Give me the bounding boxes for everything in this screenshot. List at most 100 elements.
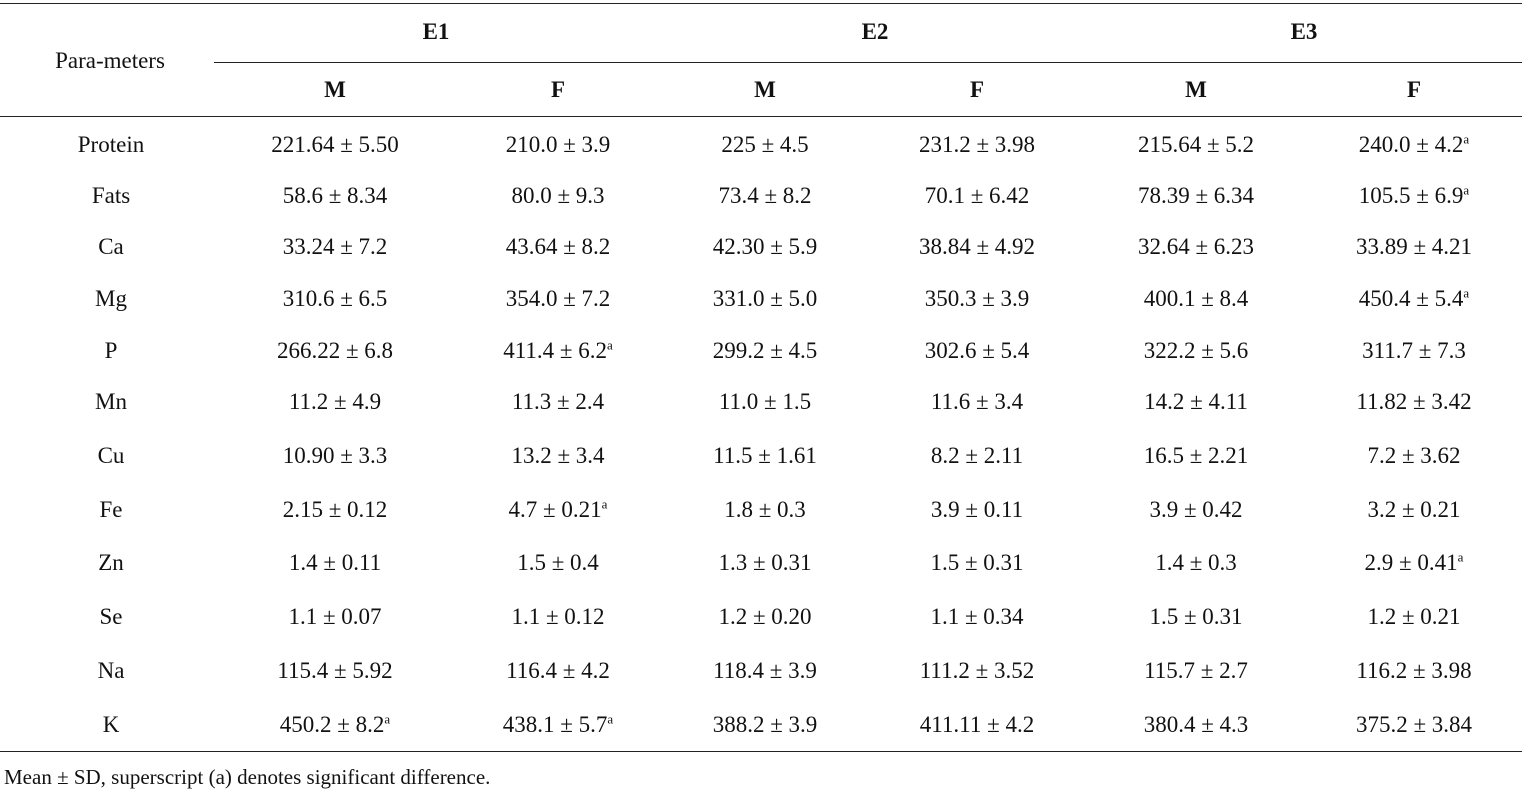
cell-value: 14.2 ± 4.11 (1144, 389, 1248, 414)
cell-value: 115.7 ± 2.7 (1144, 658, 1248, 683)
table-cell: 13.2 ± 3.4 (453, 442, 663, 470)
cell-value: 388.2 ± 3.9 (712, 712, 818, 737)
cell-value: 7.2 ± 3.62 (1367, 443, 1461, 468)
table-cell: 302.6 ± 5.4 (872, 337, 1082, 365)
row-parameter-label: Zn (98, 550, 124, 575)
table-cell: 111.2 ± 3.52 (872, 657, 1082, 685)
table-cell: 322.2 ± 5.6 (1091, 337, 1301, 365)
cell-value: 302.6 ± 5.4 (924, 338, 1030, 363)
table-cell: 450.2 ± 8.2a (230, 711, 440, 739)
cell-value: 13.2 ± 3.4 (511, 443, 605, 468)
subheader-cell: F (1406, 77, 1422, 102)
table-cell: 1.4 ± 0.3 (1091, 549, 1301, 577)
table-cell: 115.4 ± 5.92 (230, 657, 440, 685)
table-cell: 354.0 ± 7.2 (453, 285, 663, 313)
subheader-cell: M (324, 77, 346, 102)
cell-value: 2.9 ± 0.41 (1364, 550, 1458, 575)
table-cell: 310.6 ± 6.5 (230, 285, 440, 313)
cell-value: 116.4 ± 4.2 (506, 658, 610, 683)
row-parameter-label: Mn (95, 389, 127, 414)
table-cell: 16.5 ± 2.21 (1091, 442, 1301, 470)
table-cell: 3.9 ± 0.11 (872, 496, 1082, 524)
table-cell: 215.64 ± 5.2 (1091, 131, 1301, 159)
table-cell: 1.4 ± 0.11 (230, 549, 440, 577)
cell-value: 438.1 ± 5.7 (502, 712, 608, 737)
cell-value: 411.11 ± 4.2 (919, 712, 1035, 737)
table-cell: 73.4 ± 8.2 (660, 182, 870, 210)
cell-value: 1.3 ± 0.31 (718, 550, 812, 575)
cell-value: 400.1 ± 8.4 (1143, 286, 1249, 311)
group-header-e3: E3 (1290, 19, 1318, 44)
table-cell: 380.4 ± 4.3 (1091, 711, 1301, 739)
table-cell: 450.4 ± 5.4a (1309, 285, 1519, 313)
cell-value: 111.2 ± 3.52 (919, 658, 1035, 683)
subheader-cell: M (754, 77, 776, 102)
cell-value: 80.0 ± 9.3 (511, 183, 605, 208)
cell-value: 1.5 ± 0.4 (517, 550, 599, 575)
table-cell: 11.2 ± 4.9 (230, 388, 440, 416)
table-cell: 1.1 ± 0.12 (453, 603, 663, 631)
table-cell: 11.3 ± 2.4 (453, 388, 663, 416)
table-cell: 7.2 ± 3.62 (1309, 442, 1519, 470)
table-cell: 14.2 ± 4.11 (1091, 388, 1301, 416)
cell-value: 8.2 ± 2.11 (930, 443, 1024, 468)
cell-value: 105.5 ± 6.9 (1358, 183, 1464, 208)
cell-value: 375.2 ± 3.84 (1355, 712, 1473, 737)
cell-value: 118.4 ± 3.9 (713, 658, 817, 683)
cell-value: 42.30 ± 5.9 (712, 234, 818, 259)
cell-value: 3.2 ± 0.21 (1367, 497, 1461, 522)
cell-value: 4.7 ± 0.21 (508, 497, 602, 522)
subheader-cell: M (1185, 77, 1207, 102)
row-parameter-label: Cu (97, 443, 125, 468)
cell-value: 38.84 ± 4.92 (918, 234, 1036, 259)
table-cell: 78.39 ± 6.34 (1091, 182, 1301, 210)
cell-value: 1.4 ± 0.11 (288, 550, 382, 575)
cell-value: 11.6 ± 3.4 (930, 389, 1024, 414)
cell-value: 3.9 ± 0.42 (1149, 497, 1243, 522)
significance-superscript: a (1463, 285, 1470, 301)
table-cell: 411.4 ± 6.2a (453, 337, 663, 365)
table-cell: 11.6 ± 3.4 (872, 388, 1082, 416)
subheader-cell: F (550, 77, 566, 102)
table-cell: 42.30 ± 5.9 (660, 233, 870, 261)
cell-value: 1.5 ± 0.31 (930, 550, 1024, 575)
cell-value: 1.1 ± 0.34 (930, 604, 1024, 629)
table-cell: 1.5 ± 0.31 (872, 549, 1082, 577)
table-cell: 299.2 ± 4.5 (660, 337, 870, 365)
table-cell: 33.89 ± 4.21 (1309, 233, 1519, 261)
header-bottom-rule (0, 116, 1522, 117)
table-cell: 400.1 ± 8.4 (1091, 285, 1301, 313)
table-cell: 11.5 ± 1.61 (660, 442, 870, 470)
table-cell: 350.3 ± 3.9 (872, 285, 1082, 313)
cell-value: 11.0 ± 1.5 (718, 389, 812, 414)
cell-value: 1.5 ± 0.31 (1149, 604, 1243, 629)
table-cell: 266.22 ± 6.8 (230, 337, 440, 365)
table-cell: 411.11 ± 4.2 (872, 711, 1082, 739)
cell-value: 380.4 ± 4.3 (1143, 712, 1249, 737)
table-cell: 115.7 ± 2.7 (1091, 657, 1301, 685)
cell-value: 331.0 ± 5.0 (712, 286, 818, 311)
cell-value: 11.2 ± 4.9 (288, 389, 382, 414)
param-column-header: Para-meters (55, 48, 165, 73)
cell-value: 1.4 ± 0.3 (1155, 550, 1237, 575)
row-parameter-label: Mg (95, 286, 127, 311)
cell-value: 11.5 ± 1.61 (713, 443, 817, 468)
table-cell: 3.9 ± 0.42 (1091, 496, 1301, 524)
cell-value: 450.2 ± 8.2 (279, 712, 385, 737)
cell-value: 299.2 ± 4.5 (712, 338, 818, 363)
table-cell: 240.0 ± 4.2a (1309, 131, 1519, 159)
table-cell: 1.3 ± 0.31 (660, 549, 870, 577)
table-cell: 58.6 ± 8.34 (230, 182, 440, 210)
table-cell: 1.1 ± 0.34 (872, 603, 1082, 631)
cell-value: 58.6 ± 8.34 (282, 183, 388, 208)
cell-value: 10.90 ± 3.3 (282, 443, 388, 468)
table-cell: 11.82 ± 3.42 (1309, 388, 1519, 416)
significance-superscript: a (384, 711, 391, 727)
table-cell: 1.2 ± 0.20 (660, 603, 870, 631)
cell-value: 310.6 ± 6.5 (282, 286, 388, 311)
group-header-e2: E2 (861, 19, 889, 44)
cell-value: 11.3 ± 2.4 (511, 389, 605, 414)
cell-value: 231.2 ± 3.98 (918, 132, 1036, 157)
cell-value: 411.4 ± 6.2 (503, 338, 607, 363)
